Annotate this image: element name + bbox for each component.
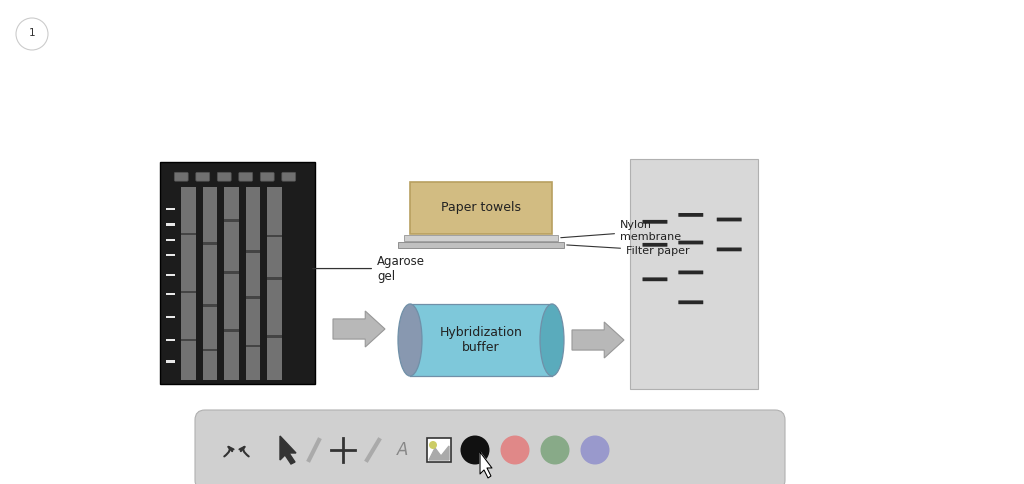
Bar — [166, 208, 175, 210]
Bar — [246, 296, 260, 299]
Text: Nylon
membrane: Nylon membrane — [561, 220, 681, 242]
Bar — [404, 235, 558, 241]
Bar — [246, 345, 260, 347]
FancyBboxPatch shape — [217, 172, 231, 181]
Bar — [166, 273, 175, 276]
Bar — [181, 187, 196, 380]
Bar — [203, 348, 217, 351]
Circle shape — [16, 18, 48, 50]
Bar — [267, 335, 282, 337]
FancyBboxPatch shape — [239, 172, 253, 181]
FancyBboxPatch shape — [174, 172, 188, 181]
Text: Paper towels: Paper towels — [441, 201, 521, 214]
Circle shape — [501, 436, 529, 465]
Circle shape — [429, 441, 437, 449]
FancyBboxPatch shape — [410, 182, 552, 234]
Circle shape — [541, 436, 569, 465]
FancyBboxPatch shape — [717, 247, 741, 251]
Text: Agarose
gel: Agarose gel — [312, 255, 425, 283]
Bar — [203, 242, 217, 245]
FancyBboxPatch shape — [678, 241, 703, 244]
Polygon shape — [480, 452, 492, 478]
FancyBboxPatch shape — [678, 213, 703, 217]
FancyBboxPatch shape — [160, 162, 315, 384]
Bar — [410, 304, 552, 376]
FancyBboxPatch shape — [642, 243, 668, 247]
FancyBboxPatch shape — [678, 301, 703, 304]
Bar — [181, 233, 196, 235]
FancyBboxPatch shape — [717, 218, 741, 221]
Bar — [246, 250, 260, 253]
FancyBboxPatch shape — [260, 172, 274, 181]
FancyBboxPatch shape — [195, 410, 785, 484]
Bar — [203, 304, 217, 307]
Bar — [166, 293, 175, 295]
Text: A: A — [397, 441, 409, 459]
Bar — [224, 219, 239, 222]
Bar — [166, 316, 175, 318]
Bar — [166, 254, 175, 257]
Bar — [166, 224, 175, 226]
Bar — [181, 339, 196, 341]
Bar — [224, 187, 239, 380]
Polygon shape — [333, 311, 385, 347]
Bar — [166, 361, 175, 363]
Polygon shape — [429, 446, 449, 460]
Ellipse shape — [540, 304, 564, 376]
Bar — [181, 291, 196, 293]
FancyBboxPatch shape — [427, 438, 451, 462]
Bar — [224, 329, 239, 332]
Bar — [224, 272, 239, 274]
Text: Hybridization
buffer: Hybridization buffer — [439, 326, 522, 354]
Bar — [166, 239, 175, 241]
Polygon shape — [280, 436, 296, 464]
Bar — [246, 187, 260, 380]
FancyBboxPatch shape — [196, 172, 210, 181]
FancyBboxPatch shape — [678, 271, 703, 274]
Circle shape — [581, 436, 609, 465]
Text: 1: 1 — [29, 29, 35, 39]
Bar — [398, 242, 564, 248]
FancyBboxPatch shape — [282, 172, 296, 181]
Bar — [267, 187, 282, 380]
Circle shape — [461, 436, 489, 465]
FancyBboxPatch shape — [642, 277, 668, 281]
Text: Filter paper: Filter paper — [566, 245, 689, 256]
Bar — [203, 187, 217, 380]
Bar — [267, 235, 282, 237]
Ellipse shape — [398, 304, 422, 376]
FancyBboxPatch shape — [642, 220, 668, 224]
Bar — [267, 277, 282, 280]
Bar — [630, 159, 758, 389]
Polygon shape — [572, 322, 624, 358]
Bar — [166, 339, 175, 341]
